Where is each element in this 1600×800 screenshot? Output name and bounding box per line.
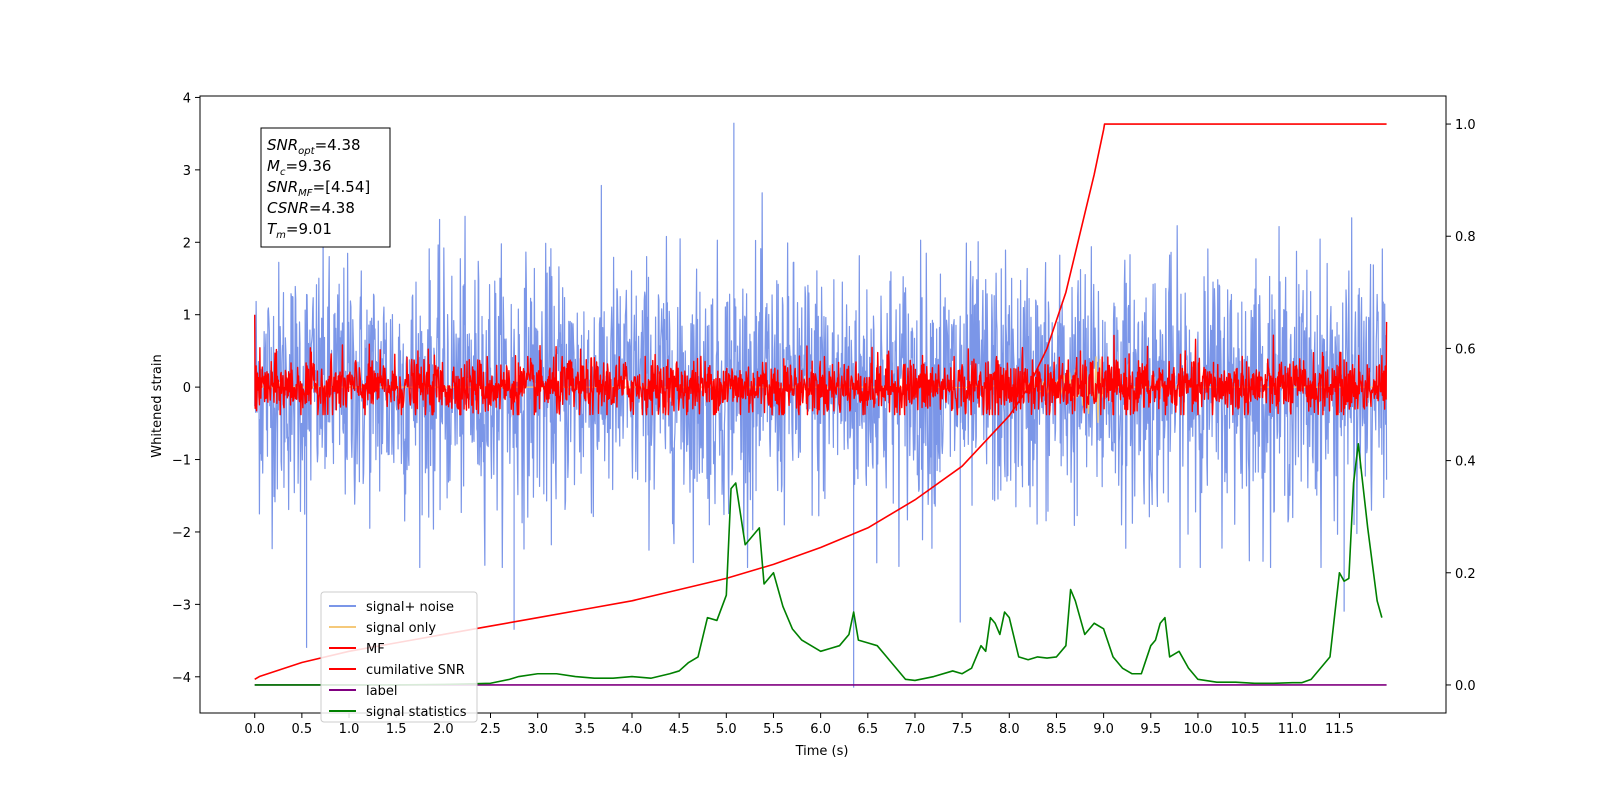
y-tick-label: 0 bbox=[183, 381, 191, 396]
annotation-subscript: opt bbox=[298, 146, 315, 157]
legend: signal+ noise signal only MF cumilative SNR… bbox=[320, 591, 478, 723]
x-tick-label: 6.5 bbox=[857, 722, 878, 737]
y-tick-label: −1 bbox=[172, 454, 191, 469]
annotation-line: CSNR=4.38 bbox=[267, 199, 355, 217]
legend-entry: cumilative SNR bbox=[366, 663, 465, 678]
y2-tick-label: 0.4 bbox=[1455, 455, 1476, 470]
annotation-line: Tm=9.01 bbox=[267, 220, 332, 241]
x-tick-label: 2.0 bbox=[433, 722, 454, 737]
series-line-mf bbox=[254, 314, 1388, 416]
annotation-subscript: m bbox=[276, 230, 286, 241]
annotation-value: =[4.54] bbox=[313, 178, 371, 196]
legend-entry: signal+ noise bbox=[366, 600, 454, 615]
x-tick-label: 11.0 bbox=[1278, 722, 1307, 737]
legend-entry: signal only bbox=[366, 621, 436, 636]
annotation-variable: CSNR bbox=[267, 199, 309, 217]
annotation-value: =9.36 bbox=[285, 157, 331, 175]
y2-tick-label: 0.0 bbox=[1455, 679, 1476, 694]
annotation-variable: M bbox=[267, 157, 280, 175]
x-axis-ticks: 0.0 0.5 1.0 1.5 2.0 2.5 3.0 3.5 4.0 4.5 5.0 5.5 6.0 6… bbox=[244, 713, 1354, 737]
x-tick-label: 10.5 bbox=[1231, 722, 1260, 737]
annotation-value: =9.01 bbox=[286, 220, 332, 238]
y-tick-label: 2 bbox=[183, 236, 191, 251]
annotation-line: Mc=9.36 bbox=[267, 157, 331, 178]
y-tick-label: 4 bbox=[183, 91, 191, 106]
x-tick-label: 9.0 bbox=[1093, 722, 1114, 737]
x-tick-label: 9.5 bbox=[1140, 722, 1161, 737]
annotation-subscript: c bbox=[280, 167, 286, 178]
x-axis-label: Time (s) bbox=[795, 744, 849, 759]
annotation-lines: SNRopt=4.38Mc=9.36SNRMF=[4.54]CSNR=4.38T… bbox=[267, 136, 370, 241]
x-tick-label: 2.5 bbox=[480, 722, 501, 737]
legend-entry: signal statistics bbox=[366, 705, 467, 720]
x-tick-label: 5.5 bbox=[763, 722, 784, 737]
annotation-value: =4.38 bbox=[315, 136, 361, 154]
annotation-subscript: MF bbox=[298, 188, 313, 199]
y-tick-label: 3 bbox=[183, 164, 191, 179]
stats-annotation-box: SNRopt=4.38Mc=9.36SNRMF=[4.54]CSNR=4.38T… bbox=[260, 127, 391, 248]
annotation-value: =4.38 bbox=[309, 199, 355, 217]
annotation-variable: SNR bbox=[267, 136, 298, 154]
x-tick-label: 0.5 bbox=[292, 722, 313, 737]
annotation-line: SNRopt=4.38 bbox=[267, 136, 361, 157]
x-tick-label: 8.0 bbox=[999, 722, 1020, 737]
x-tick-label: 11.5 bbox=[1325, 722, 1354, 737]
x-tick-label: 7.0 bbox=[905, 722, 926, 737]
x-tick-label: 7.5 bbox=[952, 722, 973, 737]
y-axis-label: Whitened strain bbox=[150, 354, 165, 457]
x-tick-label: 8.5 bbox=[1046, 722, 1067, 737]
legend-entry: MF bbox=[366, 642, 385, 657]
x-tick-label: 6.0 bbox=[810, 722, 831, 737]
annotation-line: SNRMF=[4.54] bbox=[267, 178, 370, 199]
annotation-variable: SNR bbox=[267, 178, 298, 196]
y-tick-label: 1 bbox=[183, 309, 191, 324]
plot-frame bbox=[199, 95, 1447, 714]
x-tick-label: 3.0 bbox=[527, 722, 548, 737]
x-tick-label: 10.0 bbox=[1183, 722, 1212, 737]
y-axis-ticks: 4 3 2 1 0 −1 −2 −3 −4 bbox=[172, 91, 200, 686]
y2-tick-label: 0.6 bbox=[1455, 342, 1476, 357]
legend-entry: label bbox=[366, 684, 397, 699]
y2-tick-label: 0.2 bbox=[1455, 567, 1476, 582]
x-tick-label: 4.0 bbox=[622, 722, 643, 737]
x-tick-label: 5.0 bbox=[716, 722, 737, 737]
x-tick-label: 1.5 bbox=[386, 722, 407, 737]
legend-frame bbox=[320, 591, 478, 723]
x-tick-label: 4.5 bbox=[669, 722, 690, 737]
y2-tick-label: 1.0 bbox=[1455, 118, 1476, 133]
y-tick-label: −4 bbox=[172, 671, 191, 686]
x-tick-label: 0.0 bbox=[244, 722, 265, 737]
series-line-signal-noise bbox=[254, 122, 1388, 688]
y-tick-label: −2 bbox=[172, 526, 191, 541]
x-tick-label: 3.5 bbox=[574, 722, 595, 737]
annotation-frame bbox=[260, 127, 391, 248]
annotation-variable: T bbox=[267, 220, 278, 238]
y2-axis-ticks: 1.0 0.8 0.6 0.4 0.2 0.0 bbox=[1446, 118, 1476, 694]
legend-items: signal+ noise signal only MF cumilative SNR… bbox=[329, 600, 467, 720]
y-tick-label: −3 bbox=[172, 598, 191, 613]
y2-tick-label: 0.8 bbox=[1455, 230, 1476, 245]
series-line-signal-statistics bbox=[254, 442, 1383, 686]
x-tick-label: 1.0 bbox=[339, 722, 360, 737]
